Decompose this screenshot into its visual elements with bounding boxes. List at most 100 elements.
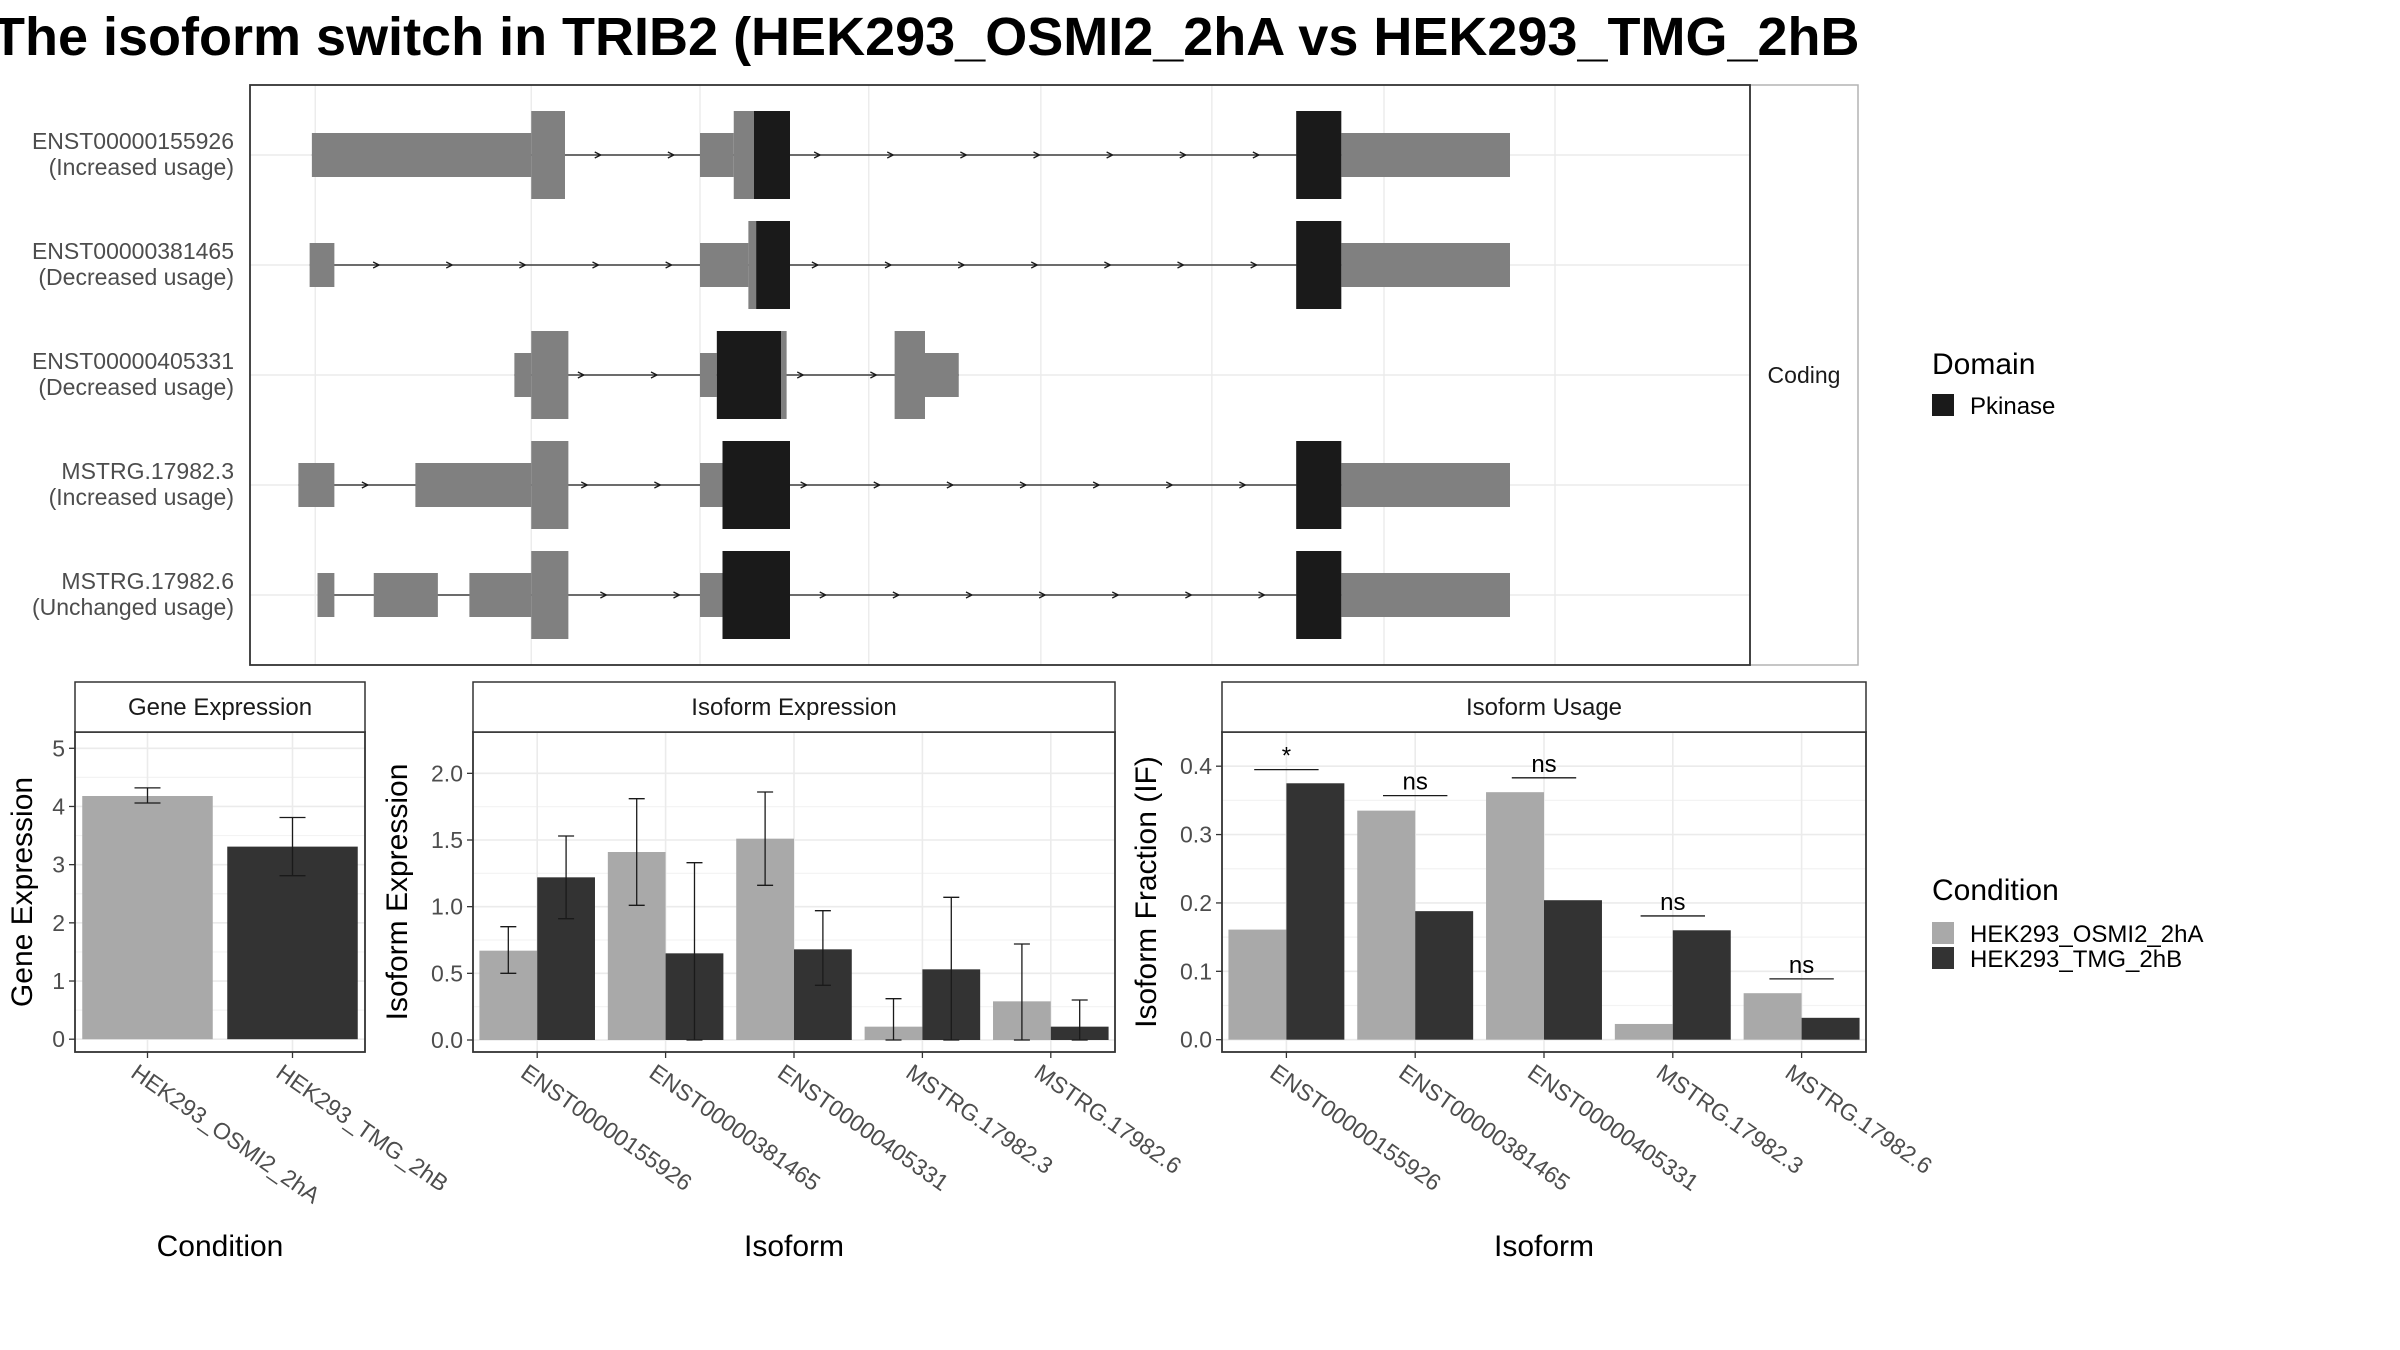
strand-arrow xyxy=(600,591,608,599)
condition-legend-title: Condition xyxy=(1932,874,2059,907)
strand-arrow xyxy=(813,151,822,159)
transcript-usage-label: (Increased usage) xyxy=(49,484,234,510)
transcript-row xyxy=(298,441,1510,529)
pkinase-domain xyxy=(756,221,790,309)
bar xyxy=(82,796,213,1040)
bar xyxy=(227,846,358,1040)
y-tick-label: 0.2 xyxy=(1180,890,1212,916)
strand-arrow xyxy=(892,591,901,599)
condition-legend-label: HEK293_OSMI2_2hA xyxy=(1970,921,2203,948)
strand-arrow xyxy=(1104,261,1112,269)
strand-arrow xyxy=(1165,481,1174,489)
condition-legend-label: HEK293_TMG_2hB xyxy=(1970,946,2182,973)
pkinase-domain xyxy=(722,551,790,639)
utr-exon xyxy=(415,463,532,507)
significance-label: ns xyxy=(1789,952,1814,979)
pkinase-domain xyxy=(716,331,781,419)
utr-exon xyxy=(700,353,717,397)
domain-legend-title: Domain xyxy=(1932,348,2035,381)
y-tick-label: 1.5 xyxy=(431,827,463,853)
y-tick-label: 3 xyxy=(52,852,65,878)
transcript-id-label: ENST00000381465 xyxy=(32,238,234,264)
strand-arrow xyxy=(1106,151,1115,159)
y-tick-label: 5 xyxy=(52,735,65,761)
strand-arrow xyxy=(519,261,527,269)
significance-label: * xyxy=(1282,743,1291,770)
y-tick-label: 0.4 xyxy=(1180,753,1212,779)
utr-exon xyxy=(700,243,749,287)
strand-arrow xyxy=(1177,261,1185,269)
strand-arrow xyxy=(960,151,968,159)
bar xyxy=(1228,929,1287,1040)
y-tick-label: 1 xyxy=(52,968,65,994)
bar xyxy=(1286,783,1345,1040)
utr-exon xyxy=(309,243,335,287)
transcript-id-label: ENST00000155926 xyxy=(32,128,234,154)
pkinase-domain xyxy=(1296,111,1342,199)
y-tick-label: 2.0 xyxy=(431,760,463,786)
strand-arrow xyxy=(667,151,676,159)
condition-legend-key xyxy=(1932,922,1954,944)
coding-exon xyxy=(894,331,925,419)
transcript-id-label: ENST00000405331 xyxy=(32,348,234,374)
utr-exon xyxy=(1341,243,1510,287)
y-tick-label: 0.3 xyxy=(1180,822,1212,848)
strand-arrow xyxy=(811,261,820,269)
panel-title: Isoform Expression xyxy=(691,694,896,721)
y-tick-label: 1.0 xyxy=(431,894,463,920)
bar xyxy=(1486,792,1544,1040)
x-axis-title: Condition xyxy=(157,1230,284,1263)
transcript-row xyxy=(514,331,959,419)
isoform-expression-panel: ENST00000155926ENST00000381465ENST000004… xyxy=(381,681,1186,1263)
strand-arrow xyxy=(957,261,966,269)
y-tick-label: 0 xyxy=(52,1026,65,1052)
strand-arrow xyxy=(372,261,381,269)
strand-arrow xyxy=(654,481,662,489)
transcript-row xyxy=(317,551,1510,639)
utr-exon xyxy=(925,353,959,397)
y-axis-title: Gene Expression xyxy=(6,777,39,1007)
strand-arrow xyxy=(673,591,681,599)
utr-exon xyxy=(1341,133,1510,177)
isoform-usage-panel: ENST00000155926ENST00000381465ENST000004… xyxy=(1130,681,1937,1263)
y-tick-label: 4 xyxy=(52,793,65,819)
y-axis-title: Isoform Fraction (IF) xyxy=(1130,756,1163,1028)
x-axis-title: Isoform xyxy=(744,1230,844,1263)
utr-exon xyxy=(373,573,438,617)
utr-exon xyxy=(700,133,734,177)
strand-arrow xyxy=(594,151,603,159)
utr-exon xyxy=(311,133,532,177)
coding-exon xyxy=(531,441,569,529)
strand-arrow xyxy=(577,371,586,379)
bar xyxy=(1357,810,1416,1040)
strand-arrow xyxy=(946,481,955,489)
pkinase-domain xyxy=(1296,551,1342,639)
strand-arrow xyxy=(819,591,828,599)
strand-arrow xyxy=(650,371,659,379)
pkinase-domain xyxy=(1296,441,1342,529)
coding-exon xyxy=(531,551,569,639)
condition-legend-key xyxy=(1932,947,1954,969)
y-tick-label: 0.0 xyxy=(431,1027,463,1053)
significance-label: ns xyxy=(1660,889,1685,916)
strand-arrow xyxy=(796,371,805,379)
y-tick-label: 0.0 xyxy=(1180,1027,1212,1053)
strand-arrow xyxy=(1252,151,1261,159)
utr-exon xyxy=(514,353,532,397)
significance-label: ns xyxy=(1403,769,1428,796)
utr-exon xyxy=(700,573,723,617)
utr-exon xyxy=(469,573,532,617)
transcript-row xyxy=(309,221,1510,309)
y-tick-label: 0.1 xyxy=(1180,958,1212,984)
transcript-usage-label: (Decreased usage) xyxy=(38,374,234,400)
strand-arrow xyxy=(965,591,974,599)
strand-arrow xyxy=(445,261,454,269)
panel-title: Isoform Usage xyxy=(1466,694,1622,721)
pkinase-domain xyxy=(722,441,790,529)
utr-exon xyxy=(700,463,723,507)
strand-arrow xyxy=(884,261,893,269)
panel-strip xyxy=(472,681,1116,733)
strand-arrow xyxy=(1111,591,1120,599)
structure-panel-border xyxy=(249,84,1751,666)
